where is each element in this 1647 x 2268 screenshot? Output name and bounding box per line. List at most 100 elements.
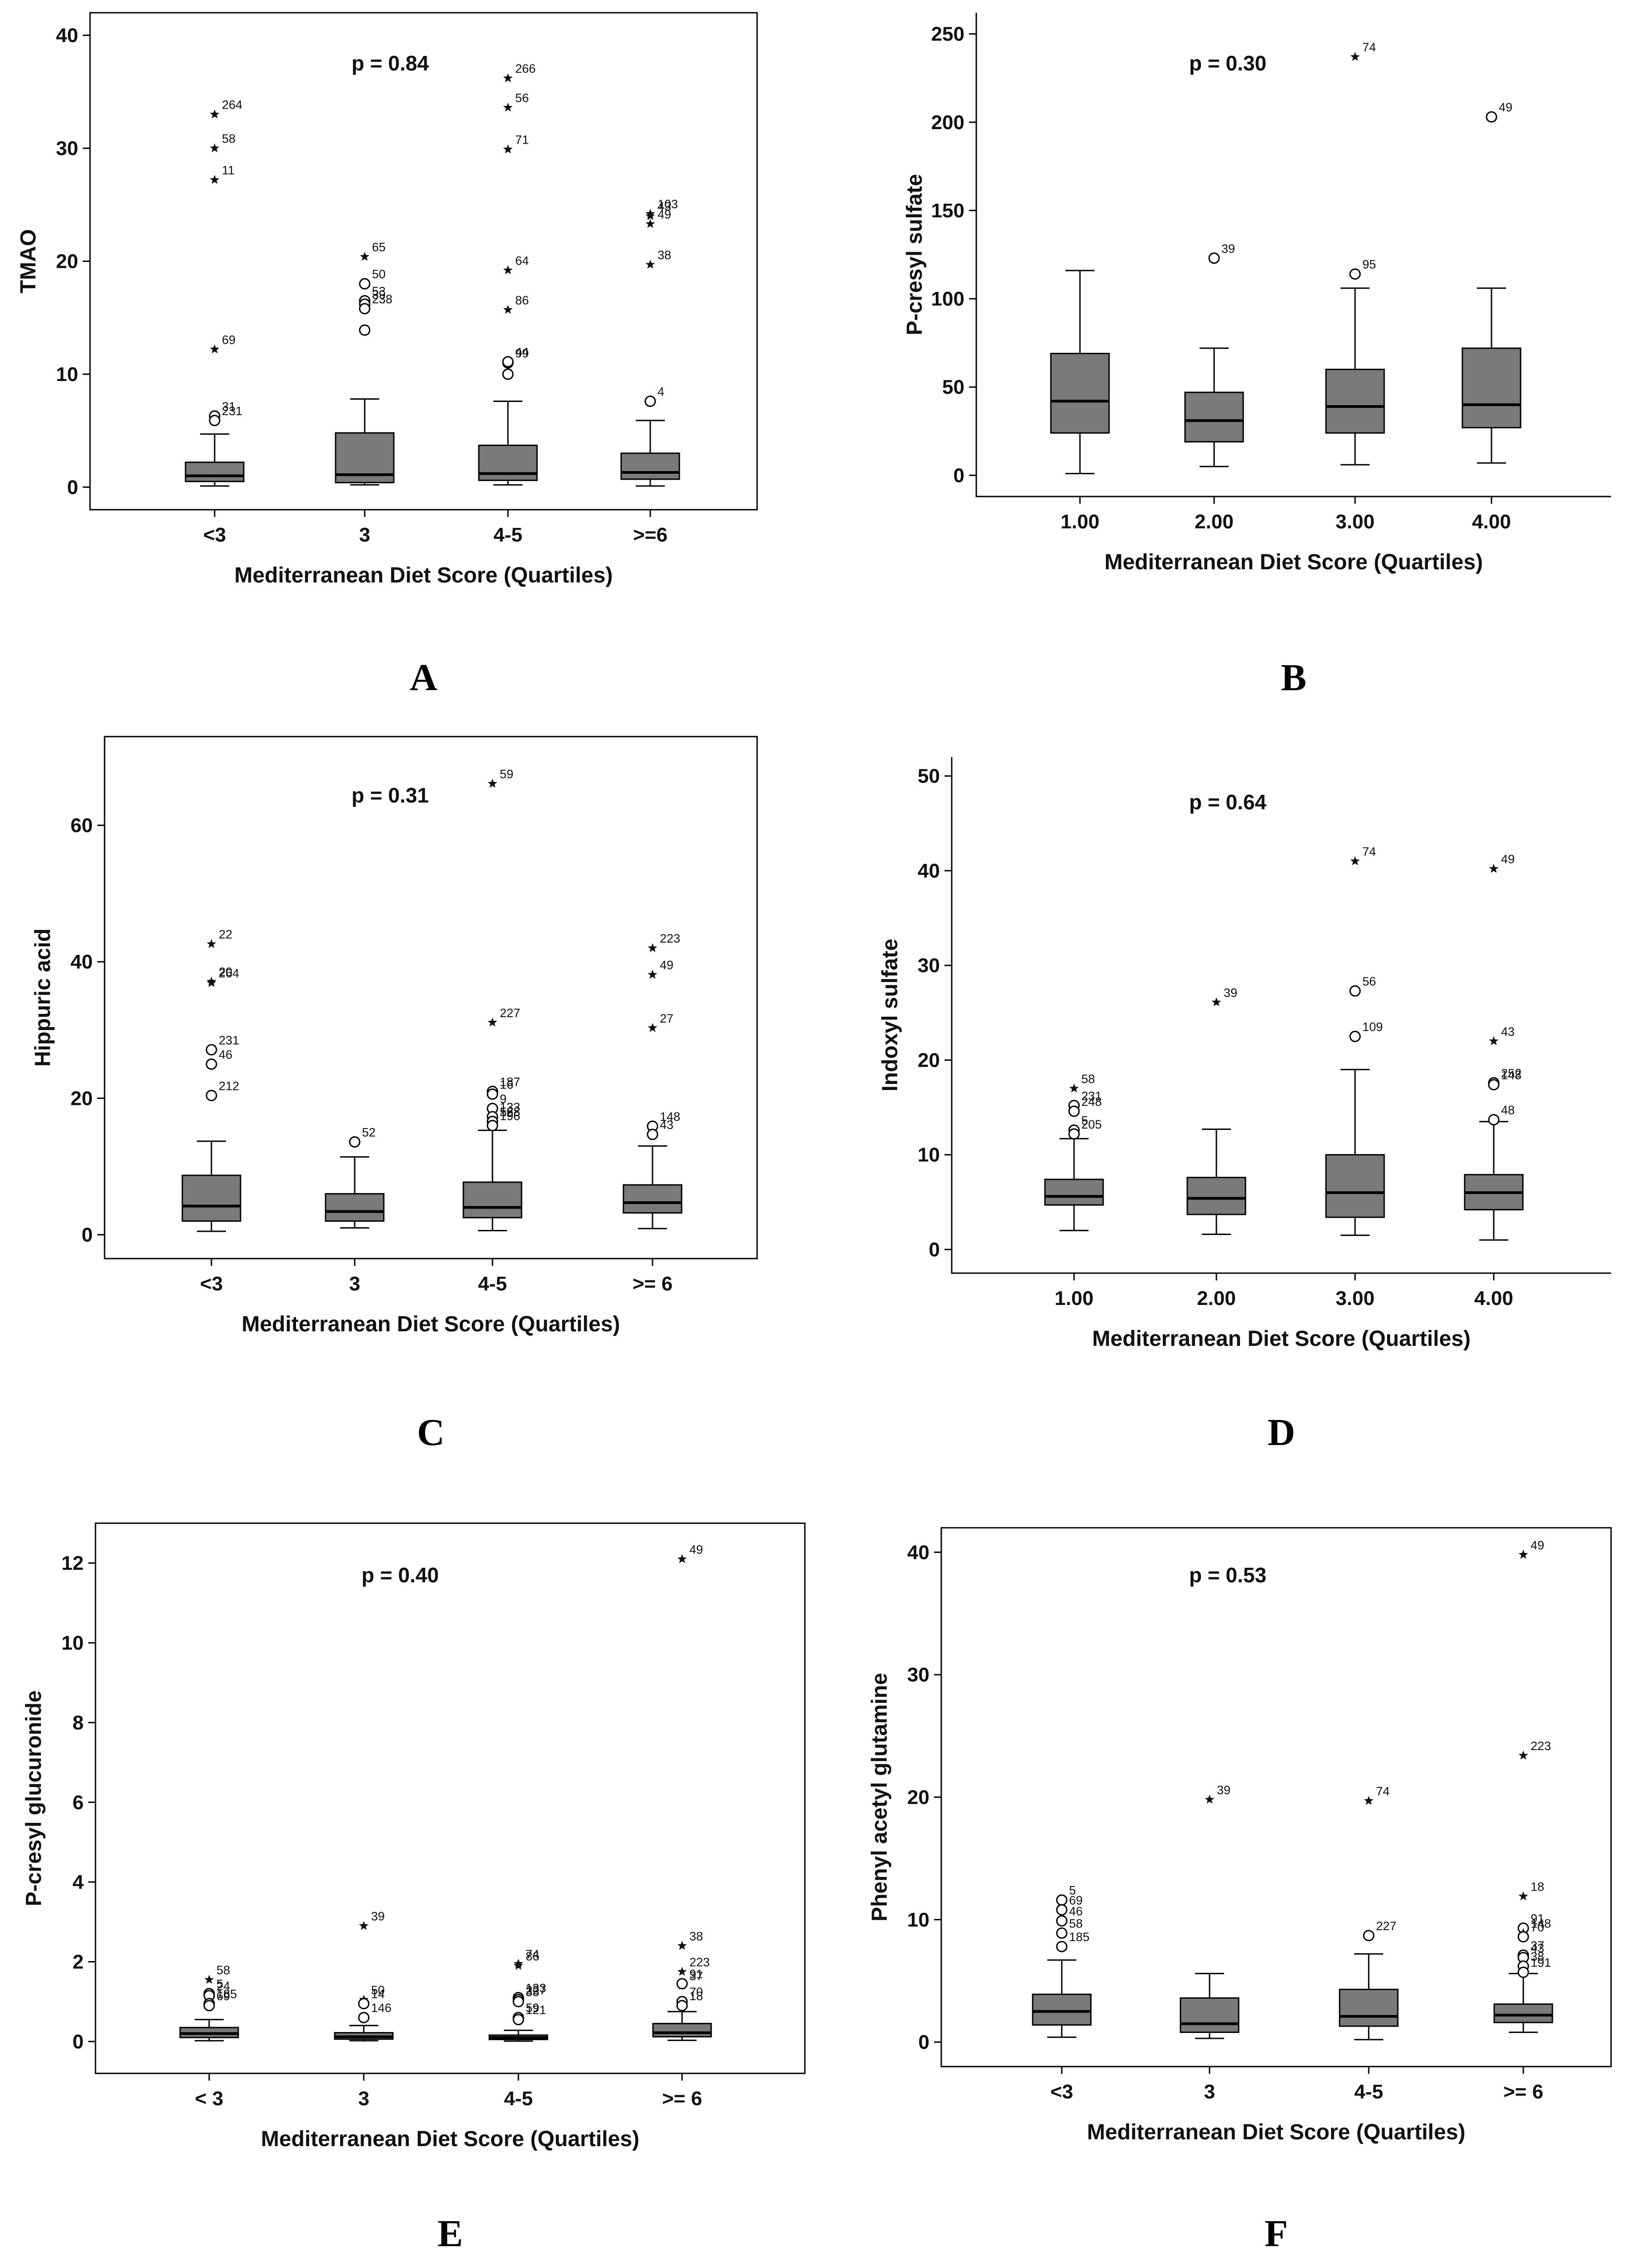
box-1 <box>1050 270 1110 475</box>
outlier-label: 43 <box>658 200 671 213</box>
outlier-label: 69 <box>1069 1893 1083 1907</box>
outlier-circle <box>644 396 656 407</box>
outlier-circle <box>359 324 371 336</box>
outlier-label: 39 <box>1221 242 1235 256</box>
x-tick-label: 3.00 <box>1336 511 1375 533</box>
outlier-label: 18 <box>1531 1880 1544 1894</box>
panel-letter: B <box>1281 657 1306 699</box>
x-axis-title: Mediterranean Diet Score (Quartiles) <box>241 1312 620 1336</box>
outlier-label: 86 <box>515 293 529 307</box>
iqr-box <box>1325 1154 1385 1218</box>
y-axis-title: P-cresyl glucuronide <box>22 1691 46 1907</box>
outlier-label: 38 <box>1531 1950 1544 1963</box>
outlier-star <box>503 73 513 82</box>
outlier-label: 58 <box>222 132 236 146</box>
outlier-label: 50 <box>372 267 386 281</box>
outlier-circle <box>359 303 371 315</box>
x-tick-label: >=6 <box>633 524 668 546</box>
x-tick-label: 4.00 <box>1472 511 1511 533</box>
outlier-label: 74 <box>526 1947 539 1961</box>
outlier-circle <box>1486 111 1497 123</box>
outlier-star <box>1350 856 1360 865</box>
outlier-label: 64 <box>515 254 529 267</box>
box-1 <box>1044 1138 1104 1231</box>
box-1 <box>1032 1959 1092 2038</box>
iqr-box <box>1325 368 1385 434</box>
outlier-label: 99 <box>515 346 529 360</box>
x-tick-label: 3 <box>358 2087 369 2110</box>
outlier-star <box>359 1921 369 1930</box>
outlier-circle <box>206 1058 217 1070</box>
x-tick-label: 3 <box>1204 2081 1215 2103</box>
outlier-label: 49 <box>1499 100 1512 114</box>
outlier-star <box>210 143 220 152</box>
x-tick-label: 4-5 <box>1354 2081 1383 2103</box>
outlier-label: 185 <box>216 1987 237 2001</box>
outlier-label: 58 <box>216 1963 230 1977</box>
outlier-label: 74 <box>1376 1785 1390 1798</box>
iqr-box <box>1032 1993 1092 2026</box>
outlier-circle <box>203 2000 215 2012</box>
iqr-box <box>478 444 538 481</box>
outlier-star <box>677 1941 687 1950</box>
outlier-label: 70 <box>689 1985 703 1999</box>
y-tick-label: 10 <box>918 1144 940 1166</box>
y-tick-label: 10 <box>56 363 78 386</box>
y-tick-label: 0 <box>73 2031 84 2053</box>
box-4 <box>1493 1972 1553 2033</box>
box-3 <box>478 401 538 486</box>
p-value-label: p = 0.53 <box>1189 1563 1266 1587</box>
outlier-label: 38 <box>689 1929 703 1943</box>
outlier-star <box>1489 863 1499 873</box>
outlier-star <box>648 969 658 979</box>
outlier-star <box>645 219 655 228</box>
outlier-label: 133 <box>500 1100 520 1114</box>
outlier-label: 38 <box>658 248 671 262</box>
x-tick-label: 2.00 <box>1197 1287 1236 1310</box>
box-2 <box>335 398 395 486</box>
outlier-star <box>1518 1750 1528 1760</box>
outlier-label: 91 <box>1531 1912 1544 1926</box>
iqr-box <box>620 452 680 480</box>
x-tick-label: 3 <box>359 524 370 546</box>
p-value-label: p = 0.30 <box>1189 51 1266 75</box>
x-axis-title: Mediterranean Diet Score (Quartiles) <box>1092 1327 1471 1351</box>
outlier-label: 252 <box>1501 1066 1521 1080</box>
outlier-label: 56 <box>515 91 529 105</box>
box-4 <box>1461 287 1521 464</box>
outlier-label: 231 <box>222 404 242 418</box>
outlier-label: 46 <box>1069 1905 1083 1918</box>
p-value-label: p = 0.84 <box>351 51 429 75</box>
box-1 <box>179 2019 239 2042</box>
outlier-circle <box>1349 985 1361 997</box>
outlier-circle <box>1056 1941 1068 1952</box>
outlier-label: 5 <box>216 1977 223 1991</box>
x-tick-label: 2.00 <box>1195 511 1234 533</box>
y-tick-label: 100 <box>931 288 964 310</box>
y-tick-label: 4 <box>73 1871 84 1893</box>
iqr-box <box>1339 1988 1399 2027</box>
y-axis-title: P-cresyl sulfate <box>903 174 927 336</box>
outlier-star <box>503 265 513 275</box>
x-tick-label: >= 6 <box>633 1273 673 1295</box>
y-tick-label: 40 <box>56 25 78 47</box>
iqr-box <box>623 1184 683 1214</box>
outlier-star <box>1069 1083 1079 1093</box>
x-tick-label: <3 <box>203 524 226 546</box>
y-axis-title: Phenyl acetyl glutamine <box>868 1673 892 1922</box>
outlier-label: 52 <box>362 1125 376 1139</box>
panel-F: 0 10 20 30 40 <3 3 4-5 >= 6 Mediterranean Diet Sc… <box>868 1527 1612 2255</box>
box-2 <box>1184 347 1244 467</box>
box-3 <box>1325 1069 1385 1236</box>
outlier-circle <box>1056 1904 1068 1916</box>
outlier-circle <box>1517 1931 1529 1943</box>
y-tick-label: 40 <box>907 1541 929 1564</box>
outlier-star <box>1489 1036 1499 1045</box>
panel-letter: F <box>1265 2213 1288 2255</box>
y-tick-label: 150 <box>931 200 964 222</box>
outlier-circle <box>349 1136 361 1148</box>
box-3 <box>1339 1953 1399 2041</box>
box-4 <box>623 1145 683 1229</box>
outlier-star <box>648 943 658 953</box>
